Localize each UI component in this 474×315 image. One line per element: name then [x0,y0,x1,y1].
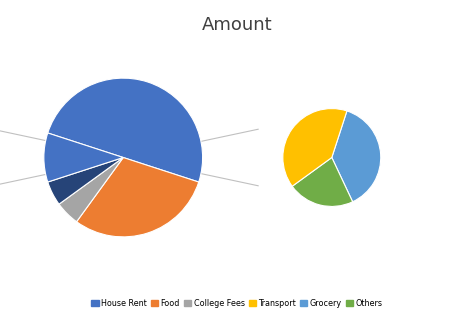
Wedge shape [48,78,202,182]
Wedge shape [332,111,381,202]
Legend: House Rent, Food, College Fees, Transport, Grocery, Others: House Rent, Food, College Fees, Transpor… [91,299,383,308]
Wedge shape [48,158,123,204]
Wedge shape [59,158,123,222]
Text: Amount: Amount [202,16,272,34]
Wedge shape [283,109,347,186]
Wedge shape [44,133,123,182]
Wedge shape [292,158,353,206]
Wedge shape [77,158,199,237]
